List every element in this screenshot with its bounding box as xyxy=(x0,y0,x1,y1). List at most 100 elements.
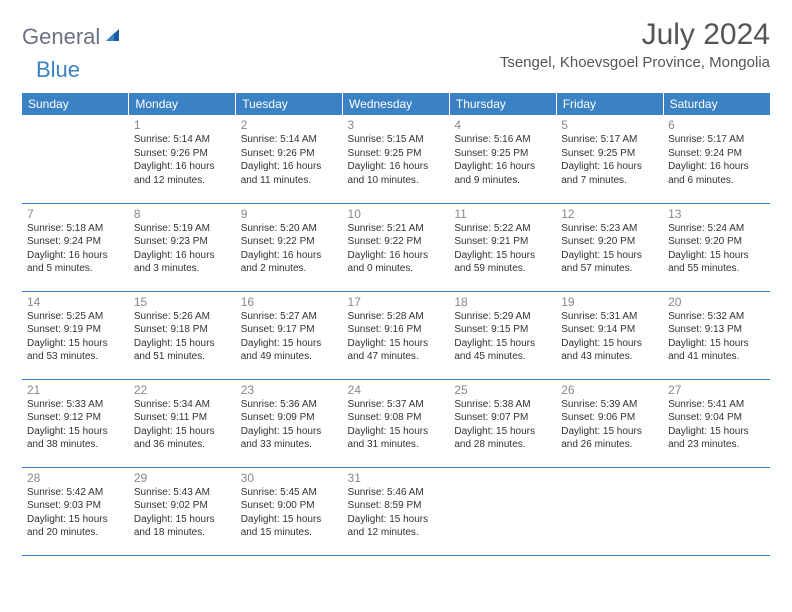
sunrise-text: Sunrise: 5:31 AM xyxy=(561,310,658,324)
day-number: 7 xyxy=(27,207,124,221)
daylight-text-1: Daylight: 15 hours xyxy=(561,249,658,263)
daylight-text-1: Daylight: 16 hours xyxy=(241,160,338,174)
sunrise-text: Sunrise: 5:23 AM xyxy=(561,222,658,236)
daylight-text-1: Daylight: 15 hours xyxy=(561,337,658,351)
day-details: Sunrise: 5:42 AMSunset: 9:03 PMDaylight:… xyxy=(27,486,124,540)
sunset-text: Sunset: 9:07 PM xyxy=(454,411,551,425)
day-number: 29 xyxy=(134,471,231,485)
daylight-text-2: and 59 minutes. xyxy=(454,262,551,276)
day-number: 3 xyxy=(348,118,445,132)
day-number: 25 xyxy=(454,383,551,397)
day-number: 11 xyxy=(454,207,551,221)
calendar-day-cell: 6Sunrise: 5:17 AMSunset: 9:24 PMDaylight… xyxy=(663,115,770,203)
daylight-text-2: and 49 minutes. xyxy=(241,350,338,364)
day-number: 4 xyxy=(454,118,551,132)
daylight-text-1: Daylight: 16 hours xyxy=(134,249,231,263)
daylight-text-1: Daylight: 16 hours xyxy=(668,160,765,174)
day-details: Sunrise: 5:17 AMSunset: 9:25 PMDaylight:… xyxy=(561,133,658,187)
day-number: 30 xyxy=(241,471,338,485)
day-details: Sunrise: 5:24 AMSunset: 9:20 PMDaylight:… xyxy=(668,222,765,276)
sunrise-text: Sunrise: 5:36 AM xyxy=(241,398,338,412)
calendar-day-cell: 22Sunrise: 5:34 AMSunset: 9:11 PMDayligh… xyxy=(129,379,236,467)
sunrise-text: Sunrise: 5:14 AM xyxy=(134,133,231,147)
day-number: 24 xyxy=(348,383,445,397)
day-details: Sunrise: 5:39 AMSunset: 9:06 PMDaylight:… xyxy=(561,398,658,452)
sunrise-text: Sunrise: 5:22 AM xyxy=(454,222,551,236)
daylight-text-1: Daylight: 15 hours xyxy=(241,337,338,351)
daylight-text-2: and 0 minutes. xyxy=(348,262,445,276)
day-number: 9 xyxy=(241,207,338,221)
sunrise-text: Sunrise: 5:45 AM xyxy=(241,486,338,500)
logo: General xyxy=(22,18,124,50)
daylight-text-2: and 36 minutes. xyxy=(134,438,231,452)
daylight-text-1: Daylight: 15 hours xyxy=(668,425,765,439)
calendar-day-cell: 28Sunrise: 5:42 AMSunset: 9:03 PMDayligh… xyxy=(22,467,129,555)
sunrise-text: Sunrise: 5:18 AM xyxy=(27,222,124,236)
day-details: Sunrise: 5:26 AMSunset: 9:18 PMDaylight:… xyxy=(134,310,231,364)
calendar-week-row: 21Sunrise: 5:33 AMSunset: 9:12 PMDayligh… xyxy=(22,379,770,467)
day-details: Sunrise: 5:14 AMSunset: 9:26 PMDaylight:… xyxy=(134,133,231,187)
day-details: Sunrise: 5:38 AMSunset: 9:07 PMDaylight:… xyxy=(454,398,551,452)
sunrise-text: Sunrise: 5:17 AM xyxy=(668,133,765,147)
calendar-day-cell: 24Sunrise: 5:37 AMSunset: 9:08 PMDayligh… xyxy=(343,379,450,467)
day-details: Sunrise: 5:27 AMSunset: 9:17 PMDaylight:… xyxy=(241,310,338,364)
day-number: 21 xyxy=(27,383,124,397)
sunrise-text: Sunrise: 5:33 AM xyxy=(27,398,124,412)
daylight-text-1: Daylight: 15 hours xyxy=(134,425,231,439)
day-details: Sunrise: 5:14 AMSunset: 9:26 PMDaylight:… xyxy=(241,133,338,187)
sunrise-text: Sunrise: 5:14 AM xyxy=(241,133,338,147)
daylight-text-2: and 57 minutes. xyxy=(561,262,658,276)
daylight-text-2: and 12 minutes. xyxy=(134,174,231,188)
day-details: Sunrise: 5:23 AMSunset: 9:20 PMDaylight:… xyxy=(561,222,658,276)
day-number: 27 xyxy=(668,383,765,397)
sunset-text: Sunset: 9:16 PM xyxy=(348,323,445,337)
calendar-week-row: 14Sunrise: 5:25 AMSunset: 9:19 PMDayligh… xyxy=(22,291,770,379)
daylight-text-2: and 43 minutes. xyxy=(561,350,658,364)
sunrise-text: Sunrise: 5:27 AM xyxy=(241,310,338,324)
calendar-day-cell: 15Sunrise: 5:26 AMSunset: 9:18 PMDayligh… xyxy=(129,291,236,379)
daylight-text-1: Daylight: 15 hours xyxy=(134,513,231,527)
day-number: 5 xyxy=(561,118,658,132)
daylight-text-1: Daylight: 15 hours xyxy=(348,425,445,439)
day-details: Sunrise: 5:21 AMSunset: 9:22 PMDaylight:… xyxy=(348,222,445,276)
calendar-day-cell: 9Sunrise: 5:20 AMSunset: 9:22 PMDaylight… xyxy=(236,203,343,291)
daylight-text-2: and 31 minutes. xyxy=(348,438,445,452)
day-details: Sunrise: 5:28 AMSunset: 9:16 PMDaylight:… xyxy=(348,310,445,364)
calendar-day-cell: 23Sunrise: 5:36 AMSunset: 9:09 PMDayligh… xyxy=(236,379,343,467)
daylight-text-1: Daylight: 16 hours xyxy=(561,160,658,174)
calendar-body: 1Sunrise: 5:14 AMSunset: 9:26 PMDaylight… xyxy=(22,115,770,555)
sunset-text: Sunset: 9:18 PM xyxy=(134,323,231,337)
daylight-text-2: and 5 minutes. xyxy=(27,262,124,276)
daylight-text-2: and 53 minutes. xyxy=(27,350,124,364)
day-number: 22 xyxy=(134,383,231,397)
day-details: Sunrise: 5:37 AMSunset: 9:08 PMDaylight:… xyxy=(348,398,445,452)
daylight-text-1: Daylight: 15 hours xyxy=(27,425,124,439)
day-number: 31 xyxy=(348,471,445,485)
day-number: 23 xyxy=(241,383,338,397)
sunrise-text: Sunrise: 5:32 AM xyxy=(668,310,765,324)
weekday-header: Sunday xyxy=(22,93,129,115)
sunset-text: Sunset: 9:20 PM xyxy=(561,235,658,249)
day-details: Sunrise: 5:36 AMSunset: 9:09 PMDaylight:… xyxy=(241,398,338,452)
daylight-text-1: Daylight: 16 hours xyxy=(134,160,231,174)
sunrise-text: Sunrise: 5:25 AM xyxy=(27,310,124,324)
calendar-day-cell: 29Sunrise: 5:43 AMSunset: 9:02 PMDayligh… xyxy=(129,467,236,555)
calendar-day-cell: 3Sunrise: 5:15 AMSunset: 9:25 PMDaylight… xyxy=(343,115,450,203)
daylight-text-1: Daylight: 15 hours xyxy=(348,337,445,351)
sunrise-text: Sunrise: 5:24 AM xyxy=(668,222,765,236)
day-number: 13 xyxy=(668,207,765,221)
sunset-text: Sunset: 9:24 PM xyxy=(27,235,124,249)
calendar-day-cell: 18Sunrise: 5:29 AMSunset: 9:15 PMDayligh… xyxy=(449,291,556,379)
logo-text-blue: Blue xyxy=(36,57,80,83)
daylight-text-2: and 10 minutes. xyxy=(348,174,445,188)
sunset-text: Sunset: 9:08 PM xyxy=(348,411,445,425)
day-number: 28 xyxy=(27,471,124,485)
daylight-text-2: and 18 minutes. xyxy=(134,526,231,540)
sunset-text: Sunset: 9:15 PM xyxy=(454,323,551,337)
day-details: Sunrise: 5:22 AMSunset: 9:21 PMDaylight:… xyxy=(454,222,551,276)
sunset-text: Sunset: 9:17 PM xyxy=(241,323,338,337)
sunrise-text: Sunrise: 5:43 AM xyxy=(134,486,231,500)
sunset-text: Sunset: 9:14 PM xyxy=(561,323,658,337)
sunrise-text: Sunrise: 5:21 AM xyxy=(348,222,445,236)
sunset-text: Sunset: 9:22 PM xyxy=(348,235,445,249)
